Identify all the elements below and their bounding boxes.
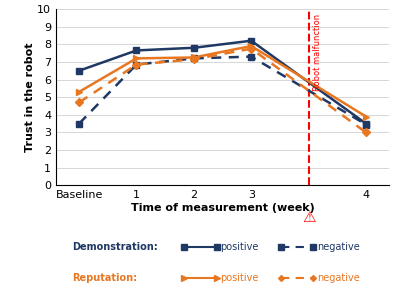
Text: positive: positive (221, 273, 259, 283)
Text: Demonstration:: Demonstration: (72, 242, 158, 252)
Text: negative: negative (317, 273, 360, 283)
Text: positive: positive (221, 242, 259, 252)
Text: Robot malfunction: Robot malfunction (313, 14, 322, 91)
Text: ⚠: ⚠ (302, 210, 316, 225)
X-axis label: Time of measurement (week): Time of measurement (week) (131, 203, 314, 213)
Text: Reputation:: Reputation: (72, 273, 137, 283)
Text: negative: negative (317, 242, 360, 252)
Y-axis label: Trust in the robot: Trust in the robot (24, 42, 34, 152)
